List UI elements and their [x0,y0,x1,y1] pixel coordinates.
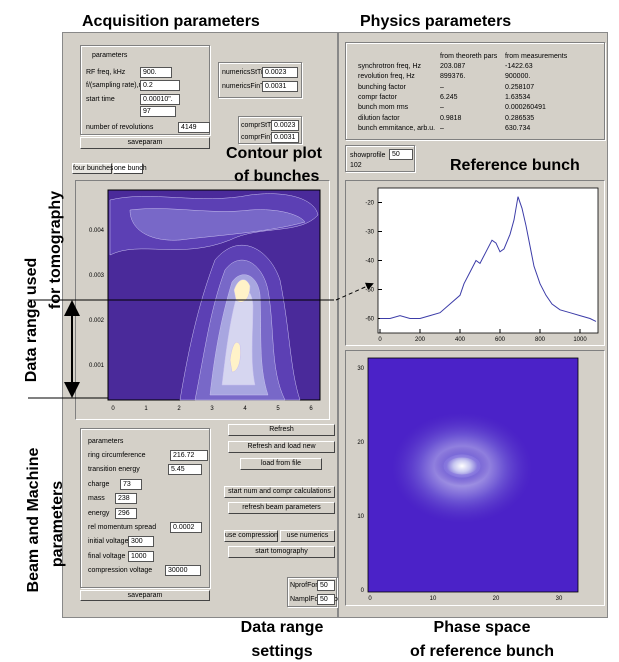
label: 6.245 [440,93,458,101]
label: synchrotron freq, Hz [358,63,422,70]
label: -1422.63 [505,63,533,70]
contour-frame [75,180,330,420]
button[interactable]: use compression [224,530,278,542]
label: rel momentum spread [88,524,157,531]
label: ring circumference [88,452,146,459]
button[interactable]: one bunch [113,163,147,174]
phase-frame [345,350,605,606]
heading: Physics parameters [360,13,511,30]
text-input[interactable]: 97 [140,106,176,117]
label: numericsStTime [222,69,273,76]
label: 900000. [505,73,531,81]
reference-frame [345,180,605,346]
button[interactable]: Refresh [228,424,335,436]
label: from theoreth pars [440,53,498,60]
text-input[interactable]: 0.0023 [262,67,298,78]
beam-group [80,428,210,588]
label: mass [88,495,105,503]
heading: Phase space [434,619,531,636]
label: NamplForTomo [290,596,338,603]
text-input[interactable]: 1000 [128,550,154,562]
showprofile-group [345,145,415,172]
text-input[interactable]: 0.0023 [271,120,299,131]
button[interactable]: load from file [240,458,322,470]
text-input[interactable]: 216.72 [170,450,208,461]
text-input[interactable]: 50 [317,580,335,591]
heading: of reference bunch [410,643,554,660]
text-input[interactable]: 0.0031 [262,81,298,92]
button[interactable]: four bunches [72,163,114,174]
label: energy [88,509,110,517]
text-input[interactable]: 238 [115,493,137,505]
button[interactable]: refresh beam parameters [228,502,335,514]
numerics-group [218,62,302,98]
label: comprFinTime [241,134,286,141]
label: – [440,124,444,132]
text-input[interactable]: 5.45 [168,464,202,476]
label: compr factor [358,93,397,101]
text-input[interactable]: 30000 [165,565,201,577]
text-input[interactable]: 50 [317,594,335,605]
text-input[interactable]: 0.2 [140,80,180,91]
text-input[interactable]: 4149 [178,122,210,133]
label: parameters [92,52,128,59]
heading: Acquisition parameters [82,13,260,30]
heading: Data range used [23,258,40,382]
label: showprofile [350,152,386,159]
heading: settings [251,643,312,660]
divider [337,32,339,618]
label: f/(sampling rate),ns [86,82,146,89]
label: 899376. [440,73,466,81]
text-input[interactable]: 0.0002 [170,522,202,533]
label: bunching factor [358,83,406,91]
button[interactable]: start num and compr calculations [224,486,335,498]
label: from measurements [505,53,568,60]
physics-group [345,42,605,140]
label: dilution factor [358,114,400,122]
label: 102 [350,162,362,169]
label: bunch emmitance, arb.u. [358,124,436,132]
label: – [440,104,444,112]
label: comprStTime [241,122,283,129]
label: initial voltage [88,538,129,546]
acquisition-group [80,45,210,135]
label: 203.087 [440,63,466,70]
label: 0.9818 [440,114,462,122]
label: transition energy [88,466,140,474]
button[interactable]: start tomography [228,546,335,558]
label: 0.258107 [505,83,535,91]
compr-group [238,116,302,144]
button[interactable]: use numerics [280,530,335,542]
label: number of revolutions [86,124,154,131]
label: – [440,83,444,91]
button[interactable]: saveparam [80,590,210,601]
label: 630.734 [505,124,531,132]
label: NprofForTomo [290,582,335,589]
label: start time [86,96,115,103]
label: compression voltage [88,567,153,575]
label: RF freq, kHz [86,69,126,76]
label: 0.286535 [505,114,535,122]
text-input[interactable]: 296 [115,507,137,519]
heading: Beam and Machine [25,447,42,592]
button[interactable]: saveparam [80,137,210,149]
text-input[interactable]: 0.00010". [140,94,180,105]
label: revolution freq, Hz [358,73,415,81]
button[interactable]: Refresh and load new [228,441,335,453]
label: charge [88,480,110,488]
label: bunch mom rms [358,104,409,112]
text-input[interactable]: 0.0031 [271,132,299,143]
text-input[interactable]: 73 [120,478,142,490]
label: numericsFinTime [222,83,276,90]
label: 0.000260491 [505,104,546,112]
text-input[interactable]: 50 [389,149,413,160]
label: parameters [88,438,124,445]
label: final voltage [88,552,126,560]
text-input[interactable]: 900. [140,67,172,78]
heading: Data range [241,619,324,636]
tomo-group [287,577,337,607]
label: 1.63534 [505,93,531,101]
text-input[interactable]: 300 [128,536,154,548]
